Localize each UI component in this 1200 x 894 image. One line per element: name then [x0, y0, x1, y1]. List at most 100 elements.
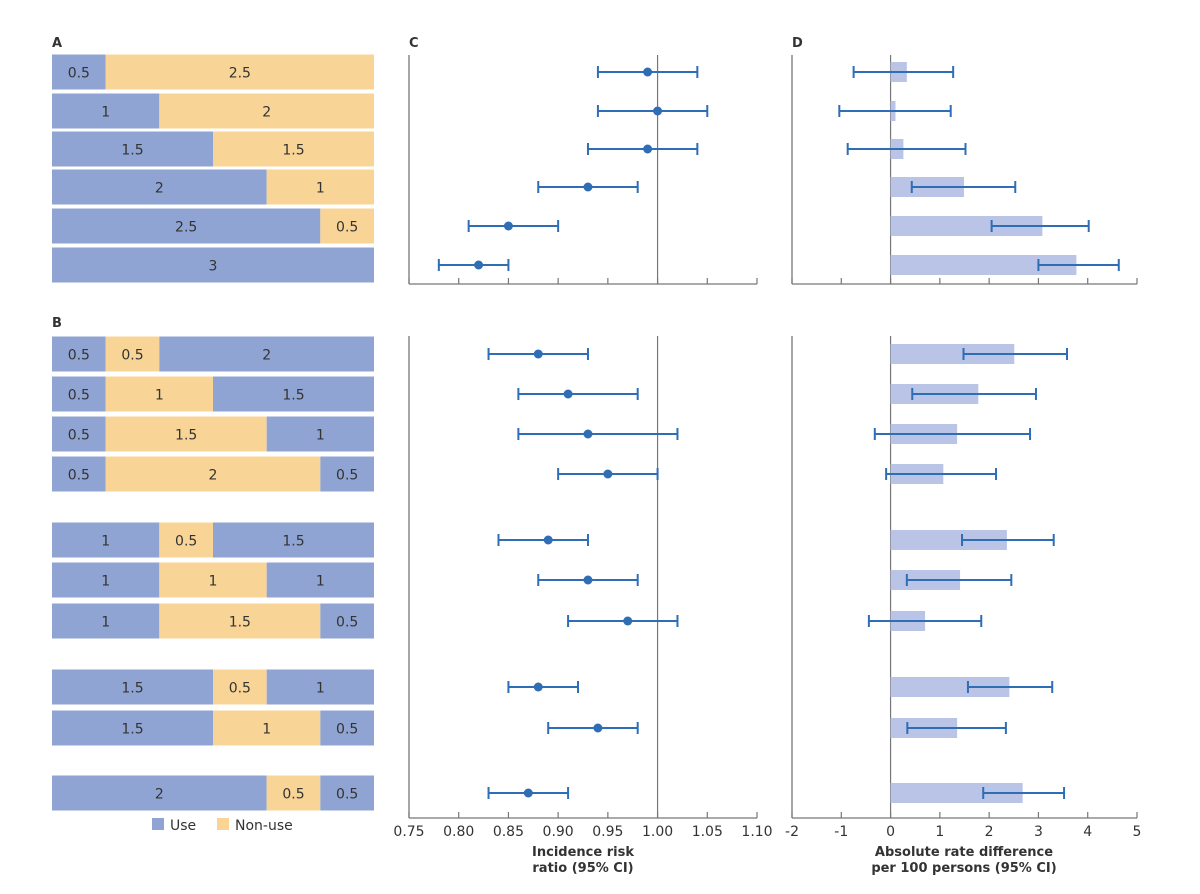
- legend-label-nonuse: Non-use: [235, 818, 293, 834]
- b-segment-use: [266, 669, 374, 705]
- c-bottom-point-estimate: [583, 429, 593, 439]
- b-segment-use: [52, 603, 160, 639]
- a-segment-label: 1.5: [282, 143, 304, 159]
- c-bottom-tick-label: 1.10: [741, 824, 772, 840]
- d-xlabel-line1: Absolute rate difference: [875, 845, 1053, 860]
- b-segment-use: [213, 522, 374, 558]
- d-bottom-tick-label: 3: [1034, 824, 1043, 840]
- b-segment-label: 0.5: [68, 388, 90, 404]
- legend-label-use: Use: [170, 818, 196, 834]
- b-segment-label: 0.5: [68, 348, 90, 364]
- c-bottom-tick-label: 0.80: [443, 824, 474, 840]
- b-segment-label: 1: [155, 388, 164, 404]
- b-segment-label: 1.5: [175, 428, 197, 444]
- c-xlabel-line1: Incidence risk: [532, 845, 634, 860]
- b-segment-use: [320, 710, 374, 746]
- c-bottom-tick-label: 1.05: [692, 824, 723, 840]
- b-segment-use: [266, 416, 374, 452]
- panel-label-a: A: [52, 36, 62, 51]
- c-bottom-point-estimate: [533, 682, 543, 692]
- c-bottom-point-estimate: [543, 535, 553, 545]
- b-segment-label: 0.5: [336, 468, 358, 484]
- b-segment-nonuse: [213, 710, 321, 746]
- b-segment-label: 0.5: [336, 787, 358, 803]
- c-bottom-point-estimate: [603, 469, 613, 479]
- c-top-point-estimate: [583, 182, 593, 192]
- b-segment-nonuse: [159, 603, 321, 639]
- c-bottom-point-estimate: [583, 575, 593, 585]
- c-bottom-point-estimate: [523, 788, 533, 798]
- b-segment-use: [213, 376, 374, 412]
- b-segment-label: 0.5: [229, 681, 251, 697]
- a-segment-label: 1.5: [121, 143, 143, 159]
- a-segment-use: [52, 93, 160, 129]
- a-segment-label: 0.5: [336, 220, 358, 236]
- c-top-point-estimate: [643, 144, 653, 154]
- b-segment-use: [320, 775, 374, 811]
- d-bottom-bar: [890, 677, 1010, 697]
- d-top-bar: [890, 216, 1043, 236]
- c-bottom-point-estimate: [593, 723, 603, 733]
- b-segment-nonuse: [159, 562, 267, 598]
- b-segment-use: [52, 416, 106, 452]
- b-segment-label: 0.5: [336, 615, 358, 631]
- c-bottom-tick-label: 0.85: [493, 824, 524, 840]
- legend-swatch-use: [152, 818, 164, 830]
- a-segment-label: 2.5: [175, 220, 197, 236]
- b-segment-use: [52, 775, 267, 811]
- b-segment-label: 1.5: [121, 722, 143, 738]
- b-segment-use: [159, 336, 374, 372]
- b-segment-nonuse: [266, 775, 321, 811]
- a-segment-label: 2: [155, 181, 164, 197]
- c-top-point-estimate: [643, 67, 653, 77]
- b-segment-label: 0.5: [121, 348, 143, 364]
- a-segment-label: 1: [101, 105, 110, 121]
- b-segment-nonuse: [213, 669, 267, 705]
- c-bottom-point-estimate: [533, 349, 543, 359]
- d-bottom-tick-label: 0: [886, 824, 895, 840]
- b-segment-label: 1: [209, 574, 218, 590]
- b-segment-use: [52, 522, 160, 558]
- a-segment-use: [52, 208, 321, 244]
- a-segment-nonuse: [266, 169, 374, 205]
- panel-label-d: D: [792, 36, 803, 51]
- c-bottom-tick-label: 0.95: [592, 824, 623, 840]
- a-segment-label: 1: [316, 181, 325, 197]
- c-top-point-estimate: [474, 260, 484, 270]
- c-bottom-point-estimate: [563, 389, 573, 399]
- b-segment-use: [52, 562, 160, 598]
- b-segment-use: [52, 710, 213, 746]
- a-segment-nonuse: [105, 54, 375, 90]
- d-bottom-tick-label: 5: [1133, 824, 1142, 840]
- b-segment-label: 1: [316, 681, 325, 697]
- b-segment-use: [320, 456, 374, 492]
- a-segment-label: 2: [262, 105, 271, 121]
- b-segment-label: 1.5: [229, 615, 251, 631]
- d-bottom-tick-label: 1: [935, 824, 944, 840]
- b-segment-use: [266, 562, 374, 598]
- a-segment-nonuse: [213, 131, 374, 167]
- b-segment-label: 2: [262, 348, 271, 364]
- a-segment-use: [52, 247, 374, 283]
- c-xlabel-line2: ratio (95% CI): [532, 861, 633, 876]
- b-segment-label: 2: [155, 787, 164, 803]
- b-segment-label: 0.5: [68, 428, 90, 444]
- c-bottom-tick-label: 0.75: [393, 824, 424, 840]
- b-segment-nonuse: [105, 336, 160, 372]
- b-segment-label: 2: [209, 468, 218, 484]
- d-top-bar: [890, 255, 1077, 275]
- b-segment-label: 0.5: [336, 722, 358, 738]
- b-segment-label: 1: [316, 428, 325, 444]
- d-bottom-tick-label: 4: [1083, 824, 1092, 840]
- c-top-point-estimate: [503, 221, 513, 231]
- b-segment-label: 0.5: [175, 534, 197, 550]
- panel-label-c: C: [409, 36, 419, 51]
- c-top-point-estimate: [653, 106, 663, 116]
- b-segment-use: [52, 456, 106, 492]
- b-segment-label: 1.5: [282, 388, 304, 404]
- d-bottom-tick-label: 2: [985, 824, 994, 840]
- b-segment-label: 1: [101, 534, 110, 550]
- a-segment-label: 3: [209, 259, 218, 275]
- d-xlabel-line2: per 100 persons (95% CI): [871, 861, 1056, 876]
